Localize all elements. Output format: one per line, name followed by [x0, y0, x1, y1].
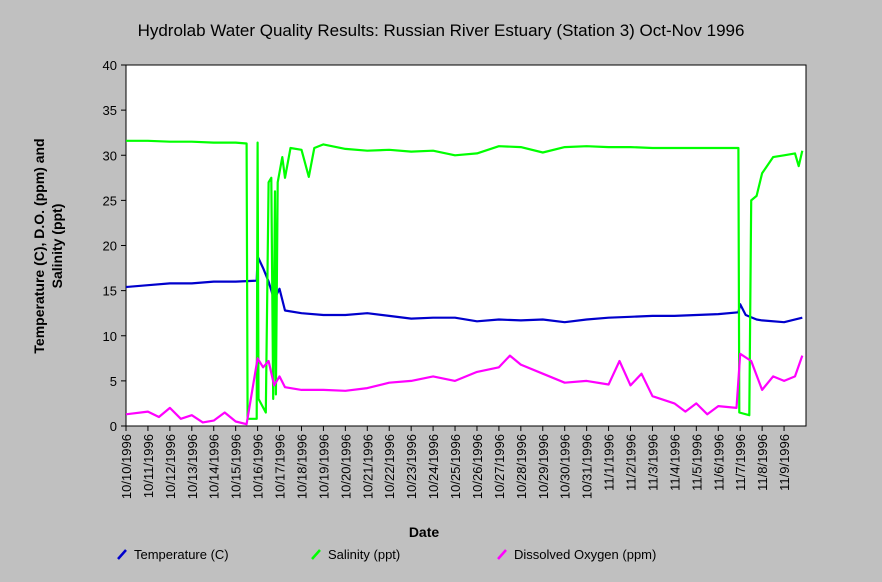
legend-label: Temperature (C)	[134, 547, 229, 562]
x-tick-label: 10/25/1996	[448, 434, 463, 499]
x-tick-label: 10/16/1996	[251, 434, 266, 499]
x-tick-label: 10/22/1996	[382, 434, 397, 499]
x-tick-label: 11/5/1996	[689, 434, 704, 491]
x-tick-label: 10/29/1996	[536, 434, 551, 499]
y-tick-label: 20	[103, 239, 117, 254]
x-tick-label: 10/13/1996	[185, 434, 200, 499]
y-axis-label-line1: Temperature (C), D.O. (ppm) and	[31, 138, 47, 353]
x-tick-label: 10/26/1996	[470, 434, 485, 499]
x-tick-label: 10/19/1996	[316, 434, 331, 499]
legend-swatch	[311, 549, 321, 560]
x-tick-label: 10/18/1996	[294, 434, 309, 499]
series-line-dissolved-oxygen-ppm	[125, 352, 804, 426]
x-tick-label: 11/9/1996	[777, 434, 792, 491]
x-tick-label: 10/10/1996	[119, 434, 134, 499]
y-axis-label-line2: Salinity (ppt)	[49, 204, 65, 289]
x-tick-label: 10/28/1996	[514, 434, 529, 499]
x-tick-label: 10/12/1996	[163, 434, 178, 499]
x-tick-label: 10/20/1996	[338, 434, 353, 499]
y-tick-label: 25	[103, 193, 117, 208]
x-axis: 10/10/1996 10/11/1996 10/12/1996 10/13/1996…	[119, 426, 792, 499]
y-tick-label: 35	[103, 103, 117, 118]
x-tick-label: 11/1/1996	[602, 434, 617, 491]
legend-swatch	[497, 549, 507, 560]
x-tick-label: 11/3/1996	[645, 434, 660, 491]
x-tick-label: 11/8/1996	[755, 434, 770, 491]
y-axis: 0 5 10 15 20 25 30 35 40	[103, 58, 126, 434]
legend-label: Salinity (ppt)	[328, 547, 400, 562]
x-tick-label: 11/7/1996	[733, 434, 748, 491]
x-tick-label: 10/27/1996	[492, 434, 507, 499]
x-tick-label: 10/17/1996	[273, 434, 288, 499]
chart-title: Hydrolab Water Quality Results: Russian …	[138, 21, 745, 40]
y-tick-label: 30	[103, 148, 117, 163]
legend-label: Dissolved Oxygen (ppm)	[514, 547, 656, 562]
x-tick-label: 11/4/1996	[667, 434, 682, 491]
y-tick-label: 0	[110, 419, 117, 434]
legend-swatch	[117, 549, 127, 560]
y-tick-label: 15	[103, 284, 117, 299]
series-line-salinity-ppt	[126, 139, 804, 420]
x-tick-label: 10/21/1996	[360, 434, 375, 499]
y-tick-label: 5	[110, 374, 117, 389]
x-tick-label: 10/15/1996	[229, 434, 244, 499]
x-tick-label: 11/2/1996	[624, 434, 639, 491]
x-tick-label: 10/23/1996	[404, 434, 419, 499]
x-tick-label: 10/11/1996	[141, 434, 156, 498]
x-tick-label: 10/30/1996	[558, 434, 573, 499]
x-tick-label: 10/24/1996	[426, 434, 441, 499]
series-group	[125, 139, 804, 426]
x-axis-label: Date	[409, 524, 440, 540]
y-tick-label: 40	[103, 58, 117, 73]
y-tick-label: 10	[103, 329, 117, 344]
legend: Temperature (C) Salinity (ppt) Dissolved O…	[117, 547, 656, 562]
plot-area	[125, 64, 807, 427]
x-tick-label: 10/14/1996	[207, 434, 222, 499]
x-tick-label: 10/31/1996	[580, 434, 595, 499]
x-tick-label: 11/6/1996	[711, 434, 726, 491]
